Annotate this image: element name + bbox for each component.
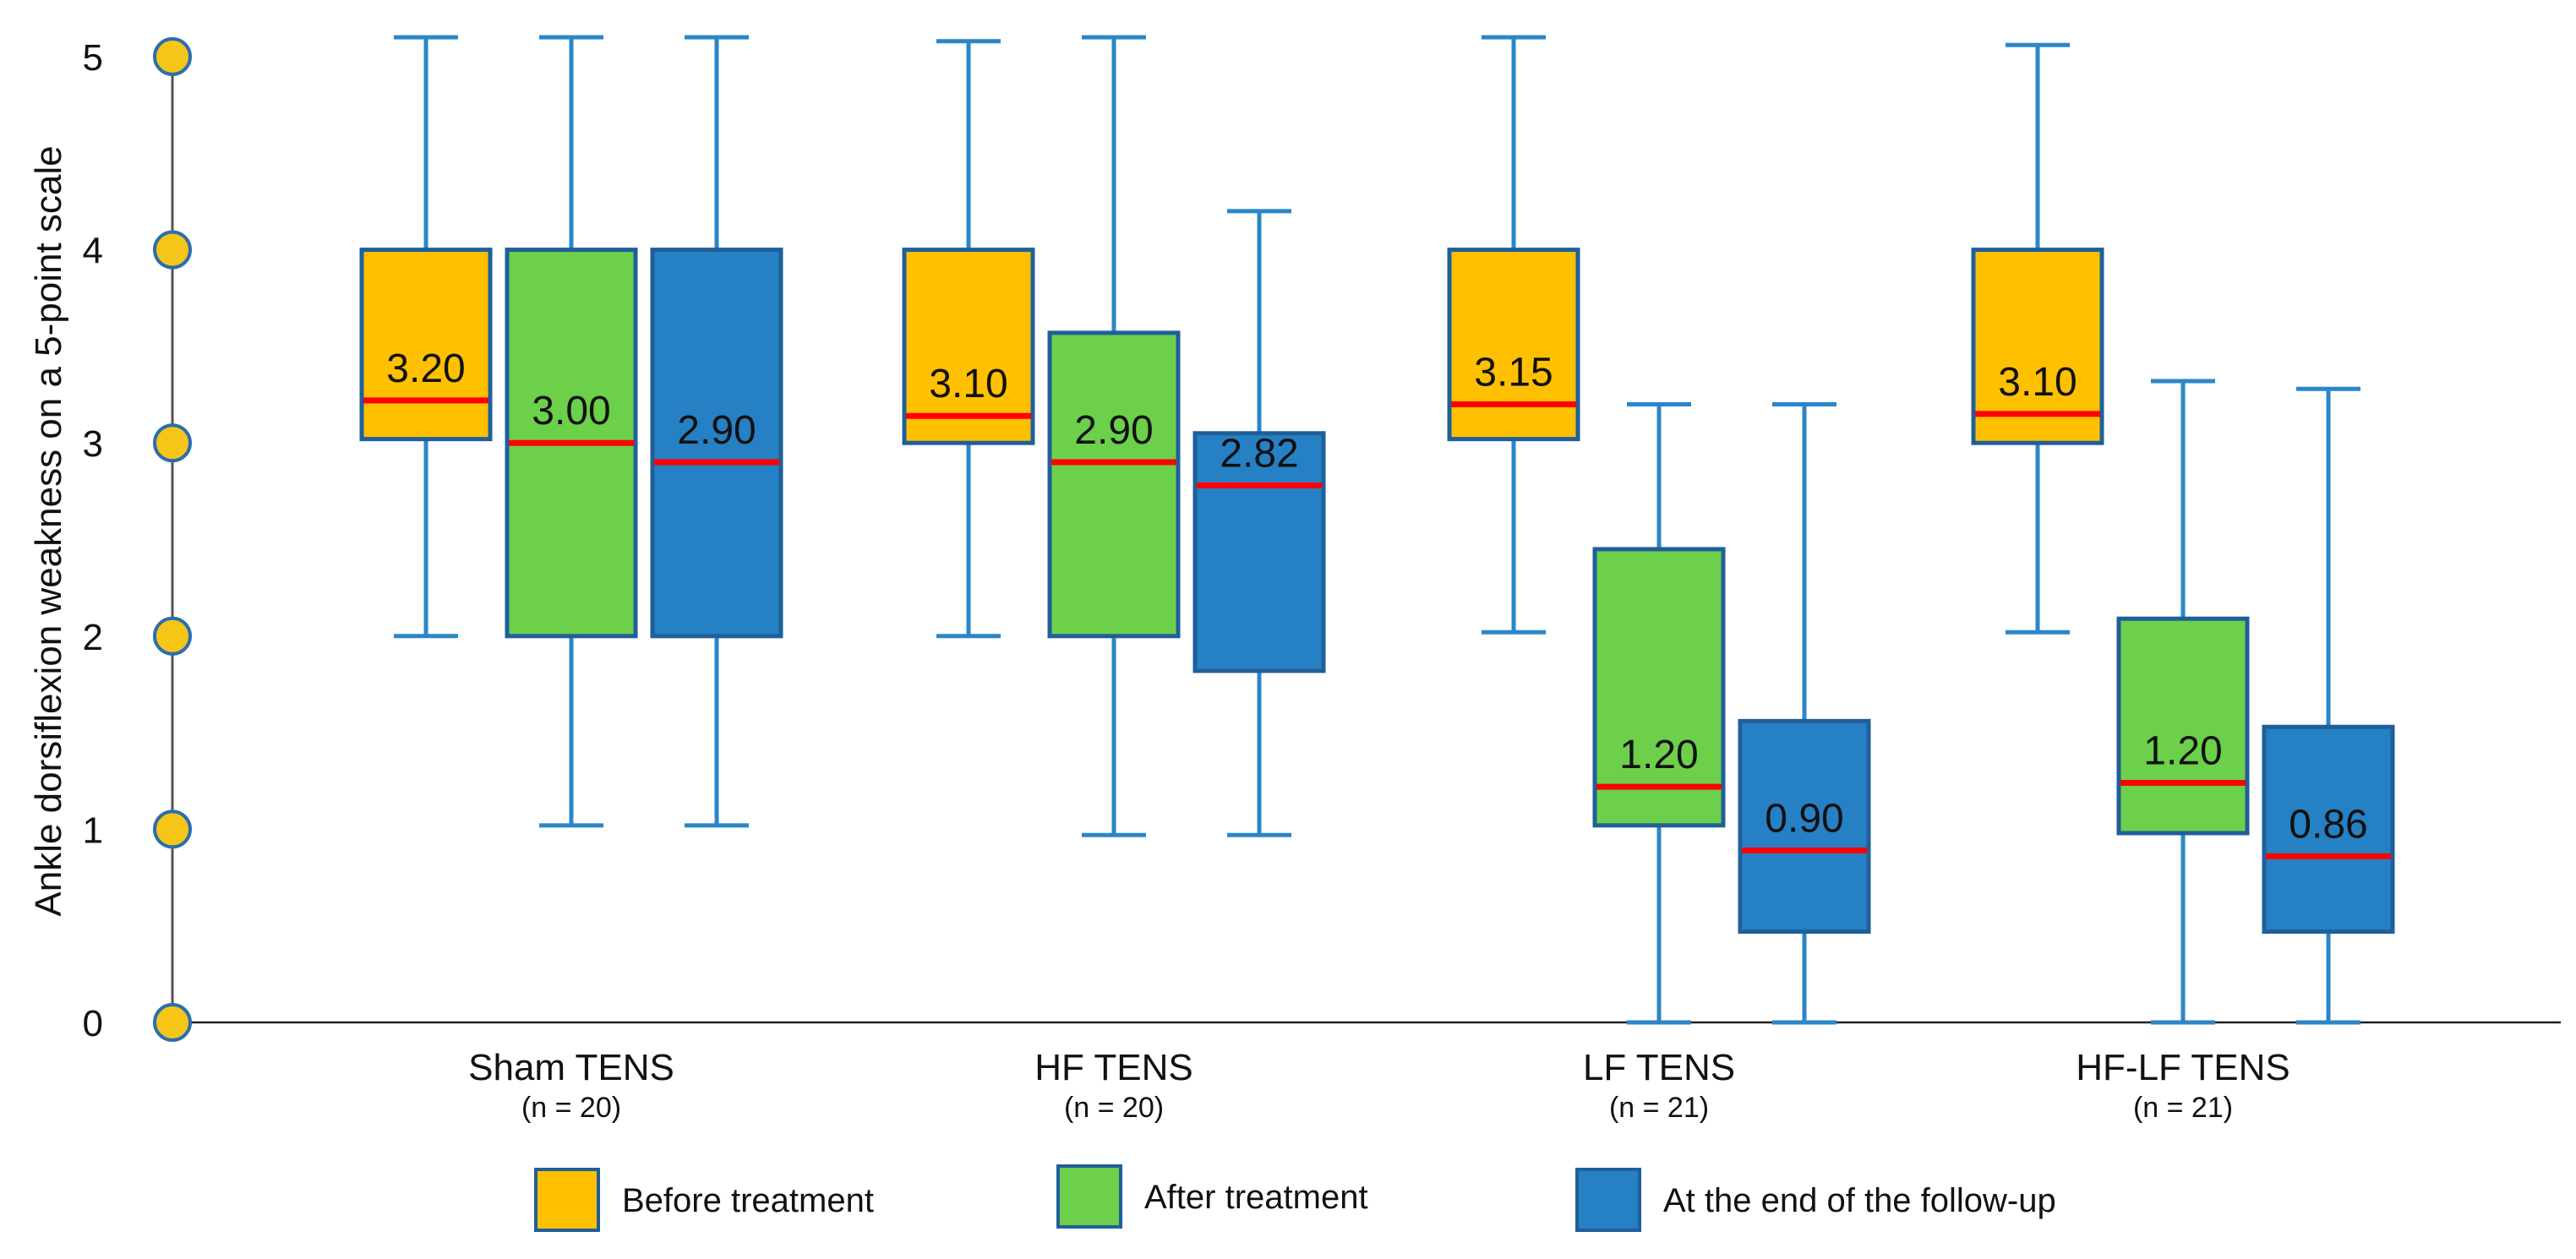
y-tick-marker [153,616,192,656]
legend: Before treatment After treatment At the en… [534,1164,2056,1232]
x-category-n-label: (n = 20) [1064,1092,1164,1124]
legend-swatch-followup [1575,1168,1641,1232]
legend-label-before: Before treatment [622,1182,874,1219]
y-tick-label: 5 [83,37,103,79]
box-before [1447,248,1580,442]
box-followup [650,248,783,639]
median-value-label: 2.90 [1074,408,1153,453]
boxes-layer [359,35,2395,1025]
median-value-label: 0.90 [1765,797,1843,842]
x-category-label: Sham TENS [468,1047,674,1088]
median-value-label: 3.10 [929,362,1007,406]
box-before [359,248,493,442]
y-tick-marker [153,809,192,849]
median-value-label: 2.90 [677,408,756,453]
y-tick-label: 2 [83,617,103,658]
median-value-label: 3.10 [1998,360,2077,405]
box-followup [2262,724,2395,935]
y-tick-marker [153,1003,192,1042]
x-category-label: HF-LF TENS [2076,1047,2289,1088]
median-value-label: 1.20 [1619,733,1698,777]
legend-label-after: After treatment [1144,1179,1368,1216]
y-tick-label: 0 [83,1003,103,1044]
x-category-n-label: (n = 21) [1609,1092,1709,1124]
median-value-label: 3.00 [532,389,610,433]
y-tick-marker [153,423,192,463]
y-tick-label: 1 [83,809,103,851]
box-before [1971,248,2104,445]
x-category-label: LF TENS [1583,1047,1735,1088]
median-value-label: 3.15 [1474,350,1553,395]
box-after [1592,547,1726,828]
y-tick-label: 3 [83,423,103,465]
box-followup [1738,718,1871,935]
axes-layer: 0 1 2 3 4 5 Ankle dorsiflexion weakness on a 5… [28,37,2561,1044]
box-followup [1192,431,1326,673]
median-value-label: 2.82 [1220,431,1298,476]
x-category-n-label: (n = 20) [521,1092,621,1124]
x-category-n-label: (n = 21) [2133,1092,2233,1124]
legend-swatch-before [534,1168,600,1232]
median-value-label: 0.86 [2289,802,2367,847]
box-after [2116,616,2250,836]
y-axis-title: Ankle dorsiflexion weakness on a 5-point… [28,145,69,916]
legend-label-followup: At the end of the follow-up [1663,1182,2056,1219]
y-tick-marker [153,230,192,270]
y-tick-label: 4 [83,231,103,272]
y-tick-marker [153,37,192,76]
median-value-label: 3.20 [386,346,465,391]
median-value-label: 1.20 [2143,729,2222,774]
box-before [902,248,1035,445]
x-category-label: HF TENS [1034,1047,1192,1088]
labels-layer: 3.20 3.00 2.90 Sham TENS (n = 20) 3.10 2.90 2.8… [386,346,2367,1124]
box-after [1047,330,1181,639]
legend-swatch-after [1056,1164,1122,1229]
